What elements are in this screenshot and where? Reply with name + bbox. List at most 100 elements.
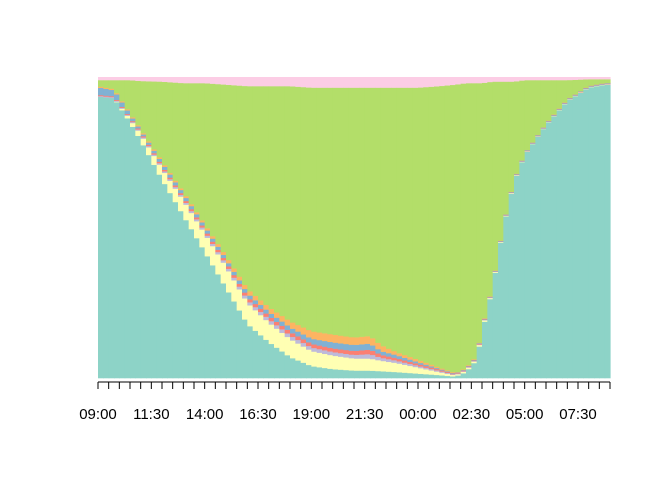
area-segment-series-5 — [380, 351, 387, 356]
area-segment-series-4 — [482, 319, 488, 320]
area-segment-series-3 — [364, 354, 371, 359]
area-segment-series-6 — [487, 296, 494, 297]
area-segment-series-3 — [284, 333, 291, 338]
area-segment-series-3 — [407, 363, 414, 367]
area-segment-series-1 — [252, 330, 259, 379]
area-segment-series-6 — [492, 270, 499, 271]
area-segment-series-4 — [274, 321, 280, 326]
area-segment-series-4 — [263, 313, 270, 317]
area-segment-series-8 — [370, 77, 376, 88]
area-segment-series-2 — [412, 366, 419, 374]
area-segment-series-7 — [359, 87, 366, 337]
area-segment-series-4 — [268, 317, 275, 322]
area-segment-series-1 — [439, 375, 446, 379]
area-segment-series-7 — [140, 80, 147, 134]
area-segment-series-3 — [524, 150, 531, 152]
area-segment-series-5 — [359, 344, 366, 351]
area-segment-series-5 — [354, 344, 360, 351]
area-segment-series-4 — [236, 283, 243, 287]
area-segment-series-6 — [380, 346, 387, 352]
area-segment-series-4 — [204, 233, 211, 236]
area-segment-series-7 — [247, 86, 254, 292]
area-segment-series-6 — [215, 243, 222, 247]
area-segment-series-6 — [396, 353, 403, 357]
area-segment-series-3 — [386, 359, 392, 363]
area-segment-series-7 — [284, 86, 291, 320]
area-segment-series-3 — [146, 145, 152, 148]
area-segment-series-4 — [386, 356, 392, 360]
area-segment-series-1 — [114, 102, 120, 379]
area-segment-series-8 — [119, 77, 126, 81]
area-segment-series-7 — [108, 80, 115, 89]
area-segment-series-6 — [268, 308, 275, 314]
area-segment-series-7 — [540, 80, 547, 128]
area-segment-series-4 — [183, 200, 190, 203]
area-segment-series-1 — [220, 283, 227, 379]
area-segment-series-4 — [364, 349, 371, 355]
area-segment-series-8 — [199, 77, 206, 84]
area-segment-series-4 — [402, 360, 408, 363]
area-segment-series-2 — [215, 254, 222, 275]
area-segment-series-7 — [562, 80, 568, 103]
area-segment-series-1 — [578, 92, 584, 379]
area-segment-series-6 — [354, 337, 360, 345]
area-segment-series-1 — [178, 210, 184, 379]
area-segment-series-8 — [167, 77, 174, 83]
area-segment-series-1 — [562, 104, 568, 379]
area-segment-series-7 — [407, 87, 414, 358]
area-segment-series-5 — [391, 354, 398, 358]
area-segment-series-2 — [124, 115, 131, 119]
area-segment-series-7 — [348, 87, 355, 338]
area-segment-series-6 — [194, 212, 200, 215]
area-segment-series-6 — [364, 336, 371, 344]
area-segment-series-7 — [514, 81, 520, 174]
area-segment-series-7 — [290, 86, 296, 323]
area-segment-series-8 — [215, 77, 222, 85]
area-segment-series-7 — [242, 85, 248, 286]
area-segment-series-1 — [124, 118, 131, 379]
area-segment-series-1 — [535, 136, 542, 379]
area-segment-series-5 — [524, 149, 531, 151]
area-segment-series-2 — [514, 175, 520, 176]
area-segment-series-4 — [455, 372, 462, 374]
area-segment-series-3 — [327, 351, 334, 356]
area-segment-series-3 — [290, 336, 296, 341]
area-segment-series-4 — [546, 121, 552, 122]
area-segment-series-1 — [604, 84, 611, 379]
area-segment-series-2 — [338, 356, 344, 370]
area-segment-series-1 — [343, 369, 350, 379]
area-segment-series-6 — [135, 125, 142, 127]
area-segment-series-8 — [572, 77, 579, 80]
area-segment-series-5 — [428, 366, 435, 368]
area-segment-series-6 — [167, 172, 174, 175]
area-segment-series-2 — [375, 360, 382, 372]
area-segment-series-5 — [514, 173, 520, 175]
area-segment-series-3 — [460, 371, 467, 372]
area-segment-series-8 — [423, 77, 430, 88]
area-segment-series-7 — [455, 84, 462, 372]
area-segment-series-5 — [300, 334, 307, 340]
area-segment-series-3 — [268, 321, 275, 325]
area-segment-series-1 — [146, 154, 152, 379]
area-segment-series-8 — [135, 77, 142, 81]
area-segment-series-6 — [359, 336, 366, 345]
area-segment-series-4 — [540, 128, 547, 129]
area-segment-series-6 — [172, 180, 179, 183]
area-segment-series-6 — [263, 304, 270, 310]
area-segment-series-3 — [343, 353, 350, 358]
area-segment-series-8 — [487, 77, 494, 83]
area-segment-series-4 — [418, 364, 424, 367]
area-segment-series-1 — [210, 265, 216, 379]
area-segment-series-7 — [135, 80, 142, 126]
area-segment-series-6 — [236, 276, 243, 281]
area-segment-series-7 — [130, 80, 136, 118]
area-segment-series-7 — [588, 79, 595, 86]
area-segment-series-8 — [322, 77, 328, 88]
area-segment-series-1 — [391, 371, 398, 379]
area-segment-series-8 — [295, 77, 302, 87]
area-segment-series-1 — [364, 370, 371, 379]
area-segment-series-2 — [418, 368, 424, 374]
area-segment-series-1 — [599, 85, 606, 379]
area-segment-series-4 — [322, 346, 328, 351]
area-segment-series-5 — [231, 271, 238, 276]
